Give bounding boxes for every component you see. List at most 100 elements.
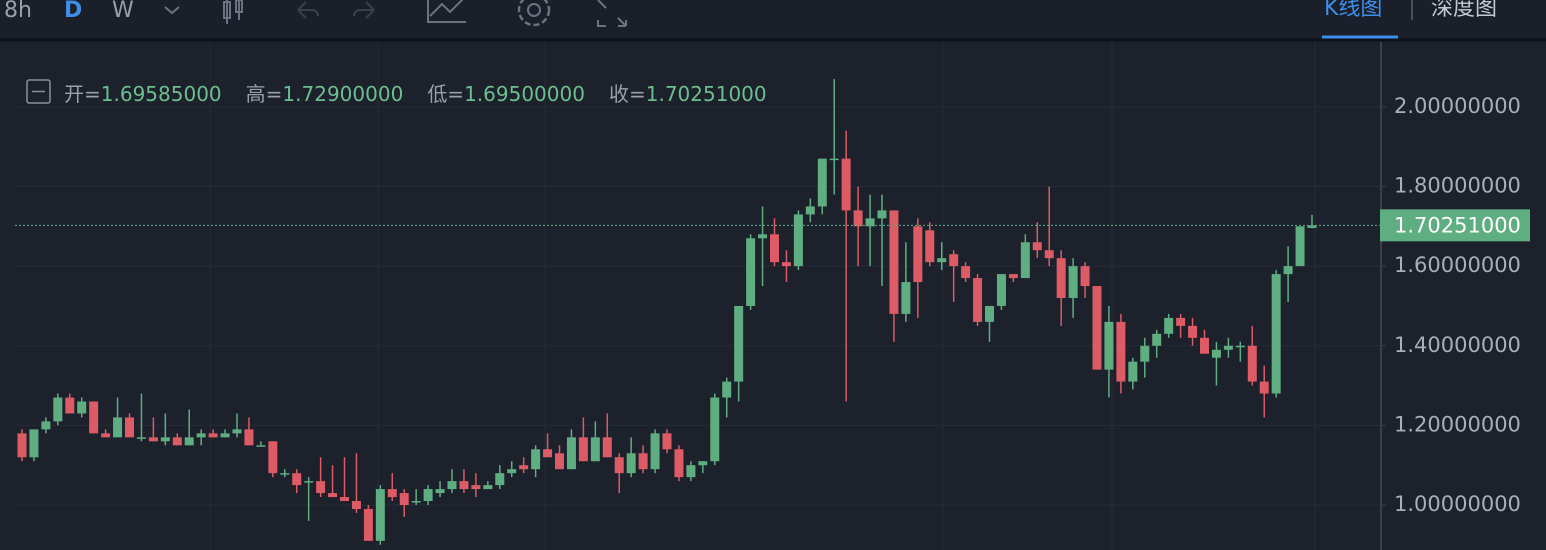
ohlc-label: 低= xyxy=(427,82,465,106)
y-tick-label: 2.00000000 xyxy=(1394,94,1521,118)
ohlc-value: 1.70251000 xyxy=(645,82,767,106)
candle-body xyxy=(423,489,433,502)
tab[interactable]: 深度图 xyxy=(1431,0,1497,21)
candle-body xyxy=(1080,266,1090,287)
candle-body xyxy=(160,437,170,442)
candle-body xyxy=(973,278,983,322)
y-tick-label: 1.40000000 xyxy=(1394,333,1521,357)
candle-body xyxy=(626,453,636,474)
dropdown-icon[interactable] xyxy=(164,6,180,15)
interval-button[interactable]: D xyxy=(64,0,82,23)
vertical-grid xyxy=(209,42,1316,550)
candle-body xyxy=(877,210,887,219)
candle-body xyxy=(208,433,218,438)
candle-body xyxy=(1307,225,1317,228)
y-tick-label: 1.20000000 xyxy=(1394,412,1521,436)
candle-body xyxy=(913,226,923,283)
candle-body xyxy=(148,437,158,442)
candle-body xyxy=(172,437,182,446)
redo-icon[interactable] xyxy=(353,1,375,19)
candle-body xyxy=(351,501,361,509)
candle-body xyxy=(184,437,194,446)
candle-body xyxy=(1068,266,1078,298)
ohlc-value: 1.69500000 xyxy=(464,82,585,106)
candle-body xyxy=(136,437,146,439)
candle-body xyxy=(925,230,935,263)
candle-icon[interactable] xyxy=(223,0,243,24)
candle-body xyxy=(232,429,242,434)
candle-body xyxy=(1271,274,1281,394)
candle-body xyxy=(29,429,39,458)
candle-body xyxy=(1116,321,1126,382)
candle-body xyxy=(256,445,266,447)
last-price-box xyxy=(1380,209,1530,242)
ohlc-item: 开=1.69585000 xyxy=(64,78,222,107)
candle-body xyxy=(889,210,899,314)
candle-body xyxy=(1259,381,1269,394)
candle-body xyxy=(614,457,624,474)
candle-body xyxy=(1283,266,1293,275)
candle-body xyxy=(280,473,290,475)
last-price-label: 1.70251000 xyxy=(1394,213,1521,237)
candle-body xyxy=(1211,349,1221,358)
candle-body xyxy=(77,401,87,414)
candle-body xyxy=(781,262,791,267)
candle-body xyxy=(650,433,660,470)
candle-body xyxy=(53,397,63,422)
settings-icon-center xyxy=(527,3,541,17)
candle-body xyxy=(65,397,75,414)
candle-body xyxy=(865,218,875,227)
candle-body xyxy=(399,493,409,506)
indicator-icon[interactable] xyxy=(427,0,466,23)
candle-body xyxy=(244,429,254,446)
candle-body xyxy=(638,453,648,470)
candle-body xyxy=(758,234,768,239)
candle-body xyxy=(1295,226,1305,267)
candle-body xyxy=(1152,333,1162,346)
candle-body xyxy=(304,481,314,483)
candle-body xyxy=(495,473,505,486)
candle-body xyxy=(829,158,839,161)
candle-body xyxy=(220,433,230,438)
candle-body xyxy=(1044,250,1054,259)
candle-body xyxy=(985,305,994,322)
undo-icon[interactable] xyxy=(297,1,319,19)
candle-body xyxy=(1020,242,1030,279)
ohlc-info: 开=1.69585000 高=1.72900000 低=1.69500000 收… xyxy=(64,78,767,107)
settings-icon[interactable] xyxy=(517,0,551,27)
ohlc-value: 1.72900000 xyxy=(282,82,404,106)
candle-body xyxy=(1164,317,1174,334)
candle-body xyxy=(770,234,779,263)
interval-button[interactable]: W xyxy=(112,0,134,23)
candle-body xyxy=(1176,317,1186,326)
candle-body xyxy=(805,206,815,215)
candle-body xyxy=(853,210,863,227)
ohlc-value: 1.69585000 xyxy=(100,82,222,106)
candle-body xyxy=(1008,274,1018,279)
candle-body xyxy=(483,485,493,490)
y-tick-label: 1.60000000 xyxy=(1394,253,1521,277)
ohlc-item: 低=1.69500000 xyxy=(427,78,585,107)
tab[interactable]: K线图 xyxy=(1324,0,1382,21)
candle-body xyxy=(578,437,588,462)
ohlc-item: 收=1.70251000 xyxy=(609,78,767,107)
candle-body xyxy=(196,433,206,438)
candle-body xyxy=(662,433,672,450)
candle-body xyxy=(292,473,302,486)
toolbar xyxy=(0,0,1546,40)
candle-body xyxy=(435,489,445,494)
candle-body xyxy=(363,508,373,541)
candle-body xyxy=(817,158,827,207)
candle-body xyxy=(113,417,123,438)
fullscreen-icon[interactable] xyxy=(597,0,627,27)
interval-button[interactable]: 8h xyxy=(4,0,32,23)
candle-body xyxy=(949,254,959,267)
candle-body xyxy=(89,401,99,434)
candle-body xyxy=(961,266,971,279)
candle-body xyxy=(555,453,564,470)
ohlc-label: 开= xyxy=(64,82,101,106)
candle-body xyxy=(1223,345,1233,350)
collapse-button[interactable] xyxy=(26,79,51,104)
candle-body xyxy=(1032,242,1042,251)
